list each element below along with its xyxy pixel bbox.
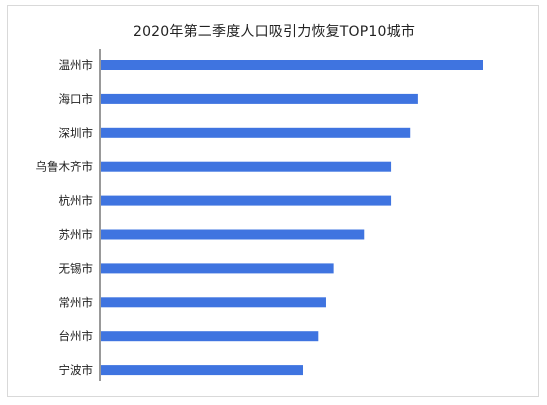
category-label: 无锡市 <box>59 261 94 275</box>
bar <box>101 161 392 172</box>
bar <box>101 365 303 376</box>
bar <box>101 60 483 70</box>
bar <box>101 229 365 240</box>
bar <box>101 297 326 308</box>
category-label: 宁波市 <box>59 363 94 377</box>
bar <box>101 195 392 206</box>
category-label: 温州市 <box>59 58 94 72</box>
category-label: 苏州市 <box>59 228 94 242</box>
category-label: 海口市 <box>59 92 94 106</box>
bar <box>101 93 418 104</box>
category-label: 乌鲁木齐市 <box>36 160 94 174</box>
category-label: 杭州市 <box>59 194 94 208</box>
bar <box>101 331 319 342</box>
bar <box>101 263 334 274</box>
bar <box>101 127 411 138</box>
chart-title: 2020年第二季度人口吸引力恢复TOP10城市 <box>132 24 416 40</box>
category-label: 常州市 <box>59 295 94 309</box>
category-label: 深圳市 <box>59 126 94 140</box>
category-label: 台州市 <box>59 329 94 343</box>
